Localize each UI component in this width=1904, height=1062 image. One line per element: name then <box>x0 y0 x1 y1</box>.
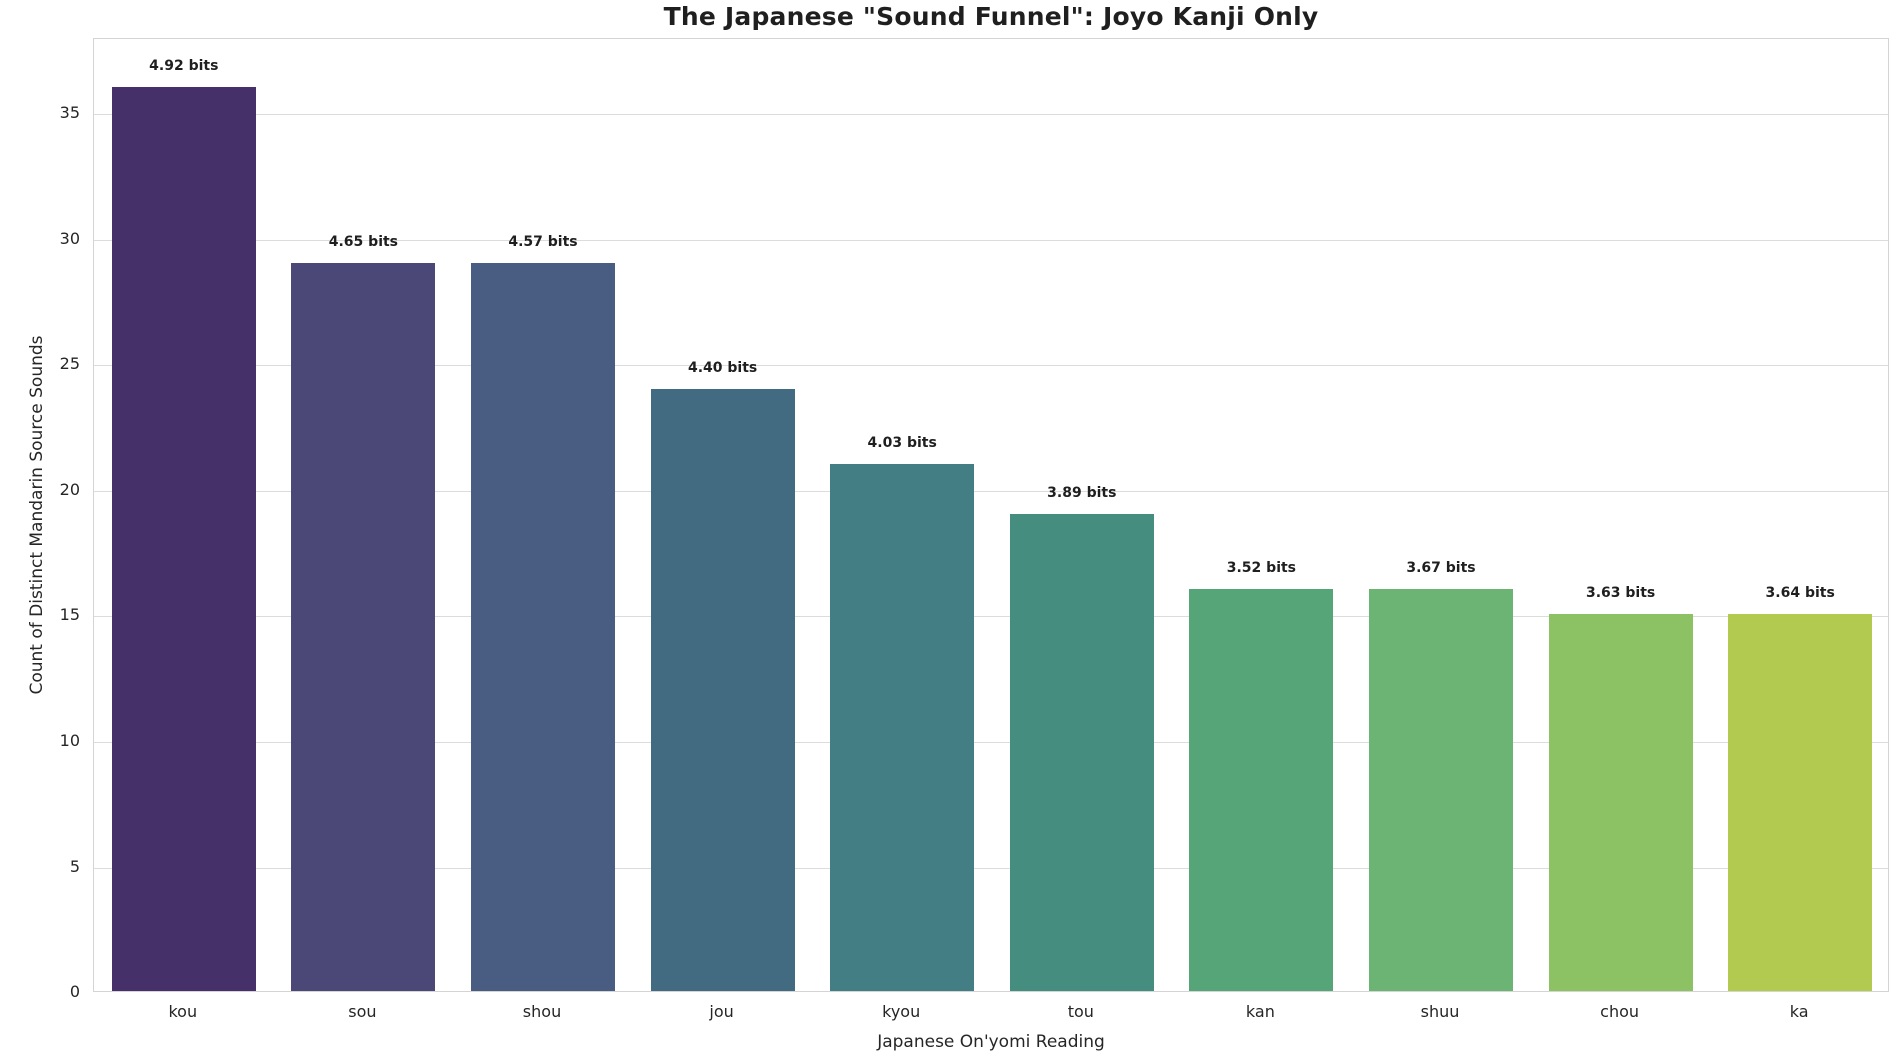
x-tick-label-kan: kan <box>1245 1002 1275 1021</box>
x-tick-label-ka: ka <box>1789 1002 1809 1021</box>
bar-kou <box>111 87 256 991</box>
gridline-y-5 <box>94 867 1888 869</box>
bar-kan <box>1189 589 1334 991</box>
bar-value-label-sou: 4.65 bits <box>328 233 399 250</box>
y-axis-label: Count of Distinct Mandarin Source Sounds <box>27 335 47 695</box>
gridline-y-15 <box>94 616 1888 618</box>
bar-value-label-shuu: 3.67 bits <box>1406 560 1476 577</box>
bar-value-label-chou: 3.63 bits <box>1585 585 1656 602</box>
bar-shuu <box>1369 589 1513 991</box>
bar-value-label-tou: 3.89 bits <box>1047 485 1117 501</box>
y-tick-label-25: 25 <box>59 354 80 374</box>
bar-value-label-shou: 4.57 bits <box>508 233 578 250</box>
bar-value-label-jou: 4.40 bits <box>687 359 758 376</box>
gridline-y-25 <box>94 365 1888 367</box>
y-tick-label-10: 10 <box>59 730 80 750</box>
bar-kyou <box>830 463 975 991</box>
bar-ka <box>1728 614 1873 991</box>
x-tick-label-shuu: shuu <box>1420 1002 1460 1021</box>
x-tick-label-sou: sou <box>348 1002 377 1021</box>
bar-shou <box>471 262 615 991</box>
bar-chou <box>1548 614 1693 991</box>
bar-value-label-ka: 3.64 bits <box>1765 585 1835 602</box>
y-tick-label-35: 35 <box>59 103 80 123</box>
plot-area: 4.92 bits 4.65 bits 4.57 bits 4.40 bits 4.03… <box>93 38 1889 992</box>
y-tick-label-0: 0 <box>69 982 80 1001</box>
bar-value-label-kan: 3.52 bits <box>1226 560 1297 577</box>
x-tick-label-kyou: kyou <box>882 1002 921 1021</box>
y-tick-label-15: 15 <box>59 605 80 625</box>
chart-title: The Japanese "Sound Funnel": Joyo Kanji … <box>663 2 1319 31</box>
y-tick-label-20: 20 <box>59 479 80 499</box>
y-tick-label-5: 5 <box>69 856 80 876</box>
gridline-y-30 <box>94 239 1888 241</box>
gridline-y-20 <box>94 490 1888 492</box>
x-tick-label-chou: chou <box>1600 1002 1640 1021</box>
bar-sou <box>291 262 436 991</box>
bar-value-label-kou: 4.92 bits <box>149 58 219 75</box>
x-tick-label-tou: tou <box>1067 1002 1094 1021</box>
x-tick-label-jou: jou <box>709 1002 734 1021</box>
x-tick-label-kou: kou <box>168 1002 198 1021</box>
bar-tou <box>1009 514 1154 991</box>
gridline-y-10 <box>94 741 1888 743</box>
x-tick-label-shou: shou <box>522 1002 562 1021</box>
bar-value-label-kyou: 4.03 bits <box>867 434 937 451</box>
bar-jou <box>650 388 795 991</box>
y-tick-label-30: 30 <box>59 228 80 248</box>
gridline-y-35 <box>94 114 1888 116</box>
x-axis-label: Japanese On'yomi Reading <box>877 1032 1105 1052</box>
